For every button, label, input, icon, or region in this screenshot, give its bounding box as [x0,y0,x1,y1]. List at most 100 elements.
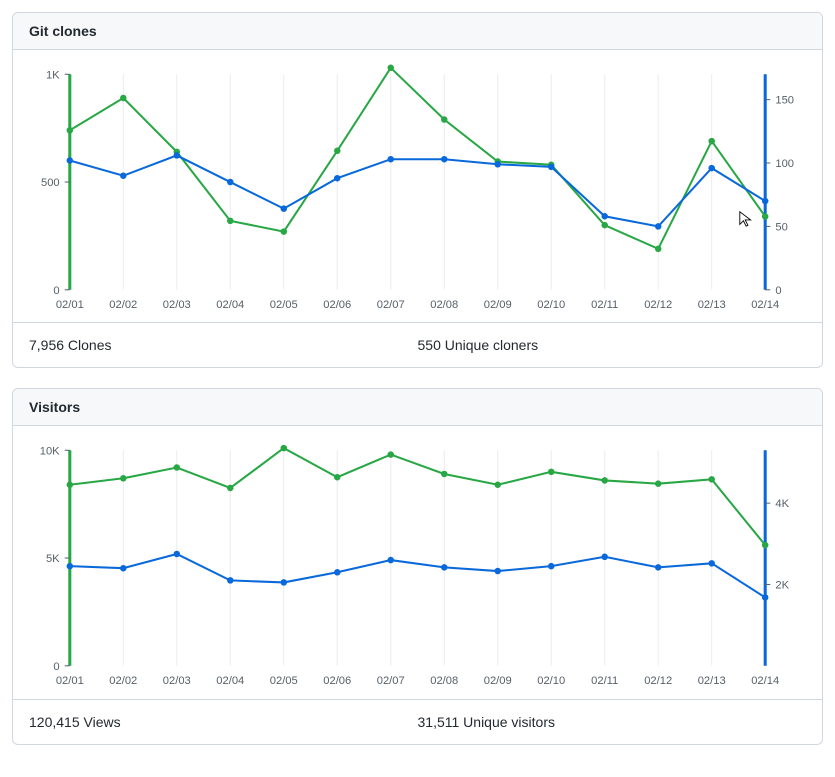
series-point-unique-cloners[interactable] [548,164,555,171]
x-tick-label: 02/11 [591,299,618,311]
series-point-clones[interactable] [762,213,769,220]
series-point-views[interactable] [174,465,181,472]
series-point-unique-visitors[interactable] [762,595,769,602]
x-tick-label: 02/08 [430,299,458,311]
series-point-unique-cloners[interactable] [67,157,74,164]
series-point-views[interactable] [708,476,715,483]
clones-title: Git clones [13,13,822,50]
series-point-unique-cloners[interactable] [120,172,127,179]
right-tick-label: 4K [775,499,789,511]
series-line-unique-cloners [70,155,765,226]
series-point-clones[interactable] [120,95,127,102]
clones-chart[interactable]: 02/0102/0202/0302/0402/0502/0602/0702/08… [13,50,822,322]
series-point-unique-cloners[interactable] [655,223,662,230]
x-tick-label: 02/07 [377,299,405,311]
right-tick-label: 100 [775,158,794,170]
visitors-footer-right: 31,511 Unique visitors [418,714,807,730]
series-point-views[interactable] [67,482,74,489]
x-tick-label: 02/14 [751,675,779,687]
series-point-clones[interactable] [388,65,395,72]
series-point-views[interactable] [548,469,555,476]
visitors-title: Visitors [13,389,822,426]
visitors-footer-left: 120,415 Views [29,714,418,730]
series-point-unique-visitors[interactable] [655,564,662,571]
series-point-unique-cloners[interactable] [334,175,341,182]
x-tick-label: 02/11 [591,675,618,687]
x-tick-label: 02/02 [109,675,137,687]
clones-footer: 7,956 Clones550 Unique cloners [13,322,822,367]
series-point-clones[interactable] [708,138,715,145]
left-tick-label: 0 [53,285,59,297]
series-point-unique-visitors[interactable] [548,563,555,570]
series-point-views[interactable] [281,445,288,452]
series-point-unique-visitors[interactable] [494,568,501,575]
x-tick-label: 02/06 [323,299,351,311]
left-tick-label: 5K [46,553,60,565]
right-tick-label: 50 [775,221,787,233]
series-point-unique-cloners[interactable] [174,152,181,159]
series-point-unique-visitors[interactable] [227,577,234,584]
series-point-unique-visitors[interactable] [708,560,715,567]
series-point-views[interactable] [334,474,341,481]
x-tick-label: 02/01 [56,675,84,687]
x-tick-label: 02/14 [751,299,779,311]
series-point-clones[interactable] [601,222,608,229]
x-tick-label: 02/03 [163,299,191,311]
clones-footer-left: 7,956 Clones [29,337,418,353]
series-point-unique-cloners[interactable] [601,213,608,220]
left-tick-label: 1K [46,69,60,81]
series-point-unique-cloners[interactable] [281,205,288,212]
x-tick-label: 02/03 [163,675,191,687]
series-point-unique-visitors[interactable] [334,569,341,576]
series-point-clones[interactable] [655,246,662,253]
series-point-unique-cloners[interactable] [441,156,448,163]
series-point-views[interactable] [494,482,501,489]
series-point-clones[interactable] [334,148,341,155]
series-point-unique-cloners[interactable] [708,165,715,172]
series-point-unique-visitors[interactable] [388,557,395,564]
series-point-unique-visitors[interactable] [281,580,288,587]
series-point-clones[interactable] [441,116,448,123]
series-line-unique-visitors [70,554,765,598]
visitors-footer: 120,415 Views31,511 Unique visitors [13,699,822,744]
series-point-unique-visitors[interactable] [67,563,74,570]
series-point-unique-cloners[interactable] [227,179,234,186]
series-point-clones[interactable] [67,127,74,134]
left-tick-label: 0 [53,661,59,673]
x-tick-label: 02/10 [537,675,565,687]
series-point-unique-cloners[interactable] [494,161,501,168]
x-tick-label: 02/06 [323,675,351,687]
series-point-unique-visitors[interactable] [601,554,608,561]
clones-panel: Git clones02/0102/0202/0302/0402/0502/06… [12,12,823,368]
series-point-views[interactable] [655,481,662,488]
x-tick-label: 02/10 [537,299,565,311]
series-point-unique-visitors[interactable] [441,564,448,571]
visitors-chart[interactable]: 02/0102/0202/0302/0402/0502/0602/0702/08… [13,426,822,698]
x-tick-label: 02/02 [109,299,137,311]
series-line-views [70,448,765,545]
series-point-clones[interactable] [227,218,234,225]
series-point-clones[interactable] [281,228,288,235]
series-point-views[interactable] [120,475,127,482]
x-tick-label: 02/12 [644,675,672,687]
series-point-views[interactable] [441,471,448,478]
x-tick-label: 02/05 [270,675,298,687]
series-point-unique-visitors[interactable] [120,565,127,572]
visitors-panel: Visitors02/0102/0202/0302/0402/0502/0602… [12,388,823,744]
series-point-views[interactable] [601,478,608,485]
x-tick-label: 02/08 [430,675,458,687]
x-tick-label: 02/12 [644,299,672,311]
left-tick-label: 10K [40,446,60,458]
series-point-unique-visitors[interactable] [174,551,181,558]
series-point-views[interactable] [388,452,395,459]
right-tick-label: 2K [775,580,789,592]
x-tick-label: 02/09 [484,675,512,687]
series-point-views[interactable] [762,542,769,549]
x-tick-label: 02/04 [216,675,244,687]
x-tick-label: 02/05 [270,299,298,311]
series-point-unique-cloners[interactable] [762,198,769,205]
x-tick-label: 02/01 [56,299,84,311]
series-point-views[interactable] [227,485,234,492]
x-tick-label: 02/13 [698,675,726,687]
series-point-unique-cloners[interactable] [388,156,395,163]
